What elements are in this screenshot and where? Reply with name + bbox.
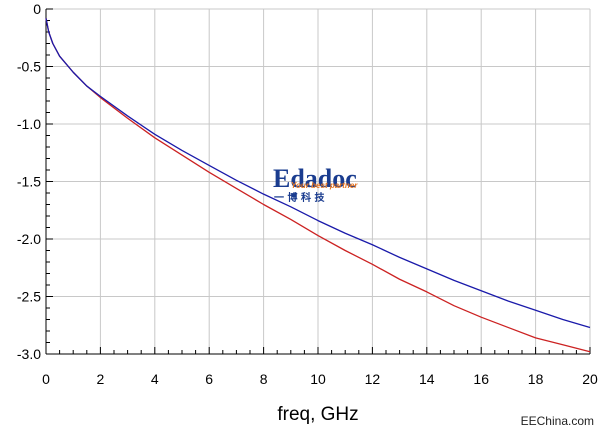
x-tick-label: 10 <box>310 371 326 387</box>
corner-watermark: EEChina.com <box>521 414 594 428</box>
x-tick-label: 16 <box>473 371 489 387</box>
x-tick-label: 14 <box>419 371 435 387</box>
x-tick-label: 20 <box>582 371 598 387</box>
y-tick-label: 0 <box>33 1 41 17</box>
x-axis-label: freq, GHz <box>277 404 358 425</box>
y-tick-label: -2.5 <box>17 289 41 305</box>
grid <box>46 8 591 354</box>
x-tick-labels: 0 2 4 6 8 10 12 14 16 18 20 <box>42 371 598 387</box>
x-tick-label: 6 <box>205 371 213 387</box>
x-tick-label: 0 <box>42 371 50 387</box>
x-tick-label: 12 <box>365 371 381 387</box>
x-tick-label: 8 <box>260 371 268 387</box>
x-tick-label: 4 <box>151 371 159 387</box>
logo-chinese-text: 一 博 科 技 <box>274 191 325 204</box>
y-tick-labels: 0 -0.5 -1.0 -1.5 -2.0 -2.5 -3.0 <box>17 1 41 362</box>
series-line-2 <box>45 18 591 329</box>
x-tick-label: 2 <box>97 371 105 387</box>
y-tick-label: -0.5 <box>17 59 41 75</box>
logo-main-text: Edadoc <box>273 164 357 193</box>
y-tick-label: -1.5 <box>17 174 41 190</box>
logo-tagline: Your best partner <box>291 181 358 190</box>
series-lines <box>45 18 591 353</box>
y-tick-label: -2.0 <box>17 231 41 247</box>
y-tick-label: -1.0 <box>17 116 41 132</box>
edadoc-logo: Edadoc Your best partner 一 博 科 技 <box>273 164 358 204</box>
y-tick-label: -3.0 <box>17 346 41 362</box>
axes <box>45 8 591 355</box>
x-tick-label: 18 <box>528 371 544 387</box>
